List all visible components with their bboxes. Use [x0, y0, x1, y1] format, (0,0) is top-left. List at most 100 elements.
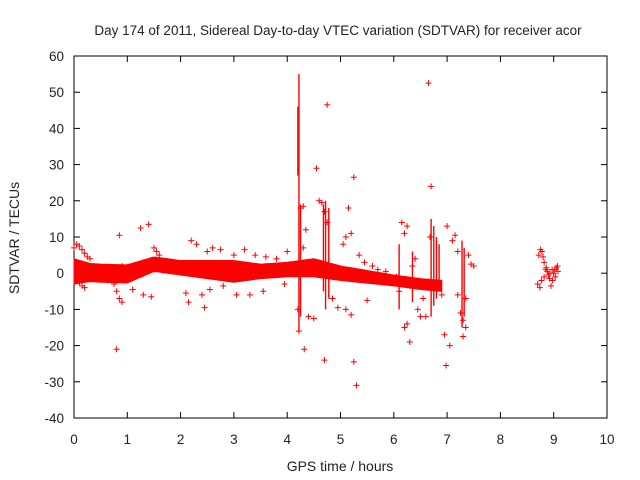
- data-point: [137, 224, 144, 231]
- y-tick-label: 20: [49, 194, 64, 209]
- data-point: [345, 205, 352, 212]
- data-point: [417, 313, 424, 320]
- data-point: [321, 357, 328, 364]
- data-point: [342, 234, 349, 240]
- data-point: [460, 317, 467, 324]
- data-point: [116, 232, 123, 239]
- data-point: [427, 234, 434, 240]
- data-point: [348, 230, 355, 237]
- data-point: [428, 183, 435, 190]
- data-point: [148, 293, 155, 300]
- data-point: [185, 299, 192, 306]
- y-tick-label: -40: [44, 411, 64, 426]
- data-point: [541, 259, 548, 266]
- data-point: [546, 270, 553, 277]
- data-point: [401, 324, 408, 331]
- data-point: [201, 304, 208, 311]
- data-point: [217, 246, 224, 253]
- data-point: [412, 255, 419, 262]
- data-point: [286, 261, 293, 268]
- data-point: [548, 282, 555, 289]
- data-point: [460, 333, 467, 340]
- data-point: [549, 266, 556, 273]
- data-point: [206, 286, 213, 293]
- data-point: [273, 255, 280, 262]
- data-point: [554, 262, 561, 269]
- data-point: [342, 306, 349, 313]
- data-point: [334, 304, 341, 311]
- x-tick-label: 0: [70, 432, 78, 447]
- data-point: [302, 226, 309, 233]
- data-point: [538, 277, 545, 284]
- x-tick-label: 10: [599, 432, 614, 447]
- data-point: [260, 288, 267, 295]
- data-point: [188, 237, 195, 244]
- data-point: [534, 281, 541, 288]
- data-point: [535, 252, 542, 259]
- x-tick-label: 2: [177, 432, 185, 447]
- data-point: [76, 243, 83, 250]
- data-point: [153, 248, 160, 255]
- y-tick-label: -10: [44, 302, 64, 317]
- data-point: [406, 338, 413, 345]
- data-point: [324, 101, 331, 108]
- data-point: [301, 346, 308, 353]
- data-point: [364, 297, 371, 304]
- data-point: [454, 291, 461, 298]
- data-point: [452, 232, 459, 239]
- x-tick-label: 9: [550, 432, 558, 447]
- x-tick-label: 6: [390, 432, 398, 447]
- data-point: [398, 219, 405, 226]
- data-point: [470, 262, 477, 269]
- data-point: [284, 248, 291, 255]
- x-axis-label: GPS time / hours: [287, 458, 394, 474]
- data-point: [233, 291, 240, 298]
- x-tick-label: 1: [124, 432, 132, 447]
- data-point: [422, 313, 429, 320]
- y-tick-label: 50: [49, 85, 64, 100]
- data-point: [348, 311, 355, 318]
- data-point: [462, 295, 469, 302]
- x-tick-label: 5: [337, 432, 345, 447]
- data-point: [404, 320, 411, 327]
- data-point: [313, 165, 320, 172]
- data-point: [541, 273, 548, 280]
- data-point: [193, 241, 200, 248]
- data-point: [252, 252, 259, 259]
- y-tick-label: 10: [49, 230, 64, 245]
- data-point: [446, 342, 453, 349]
- data-point: [300, 203, 307, 210]
- data-point: [350, 358, 357, 365]
- data-point: [444, 223, 451, 230]
- data-point: [443, 362, 450, 369]
- data-point: [454, 248, 461, 255]
- data-point: [404, 223, 411, 230]
- data-point: [113, 346, 120, 353]
- data-point: [198, 291, 205, 298]
- data-point: [110, 281, 117, 288]
- data-point: [353, 382, 360, 389]
- y-tick-label: 40: [49, 121, 64, 136]
- data-point: [350, 174, 357, 181]
- data-point: [546, 275, 553, 282]
- data-point: [204, 248, 211, 255]
- y-tick-label: -20: [44, 339, 64, 354]
- y-tick-label: 30: [49, 158, 64, 173]
- data-point: [182, 290, 189, 297]
- data-point: [465, 252, 472, 259]
- data-point: [329, 295, 336, 302]
- data-point: [554, 268, 561, 275]
- data-point: [310, 315, 317, 322]
- data-point: [536, 284, 543, 291]
- data-point: [294, 306, 301, 313]
- data-point: [150, 244, 157, 251]
- data-point: [113, 288, 120, 295]
- data-point: [462, 324, 469, 331]
- y-axis-label: SDTVAR / TECUs: [6, 182, 22, 294]
- data-point: [86, 255, 93, 262]
- x-tick-label: 4: [283, 432, 291, 447]
- data-point: [374, 266, 381, 273]
- data-point: [81, 284, 88, 291]
- data-points: [71, 80, 561, 389]
- data-point: [538, 248, 545, 255]
